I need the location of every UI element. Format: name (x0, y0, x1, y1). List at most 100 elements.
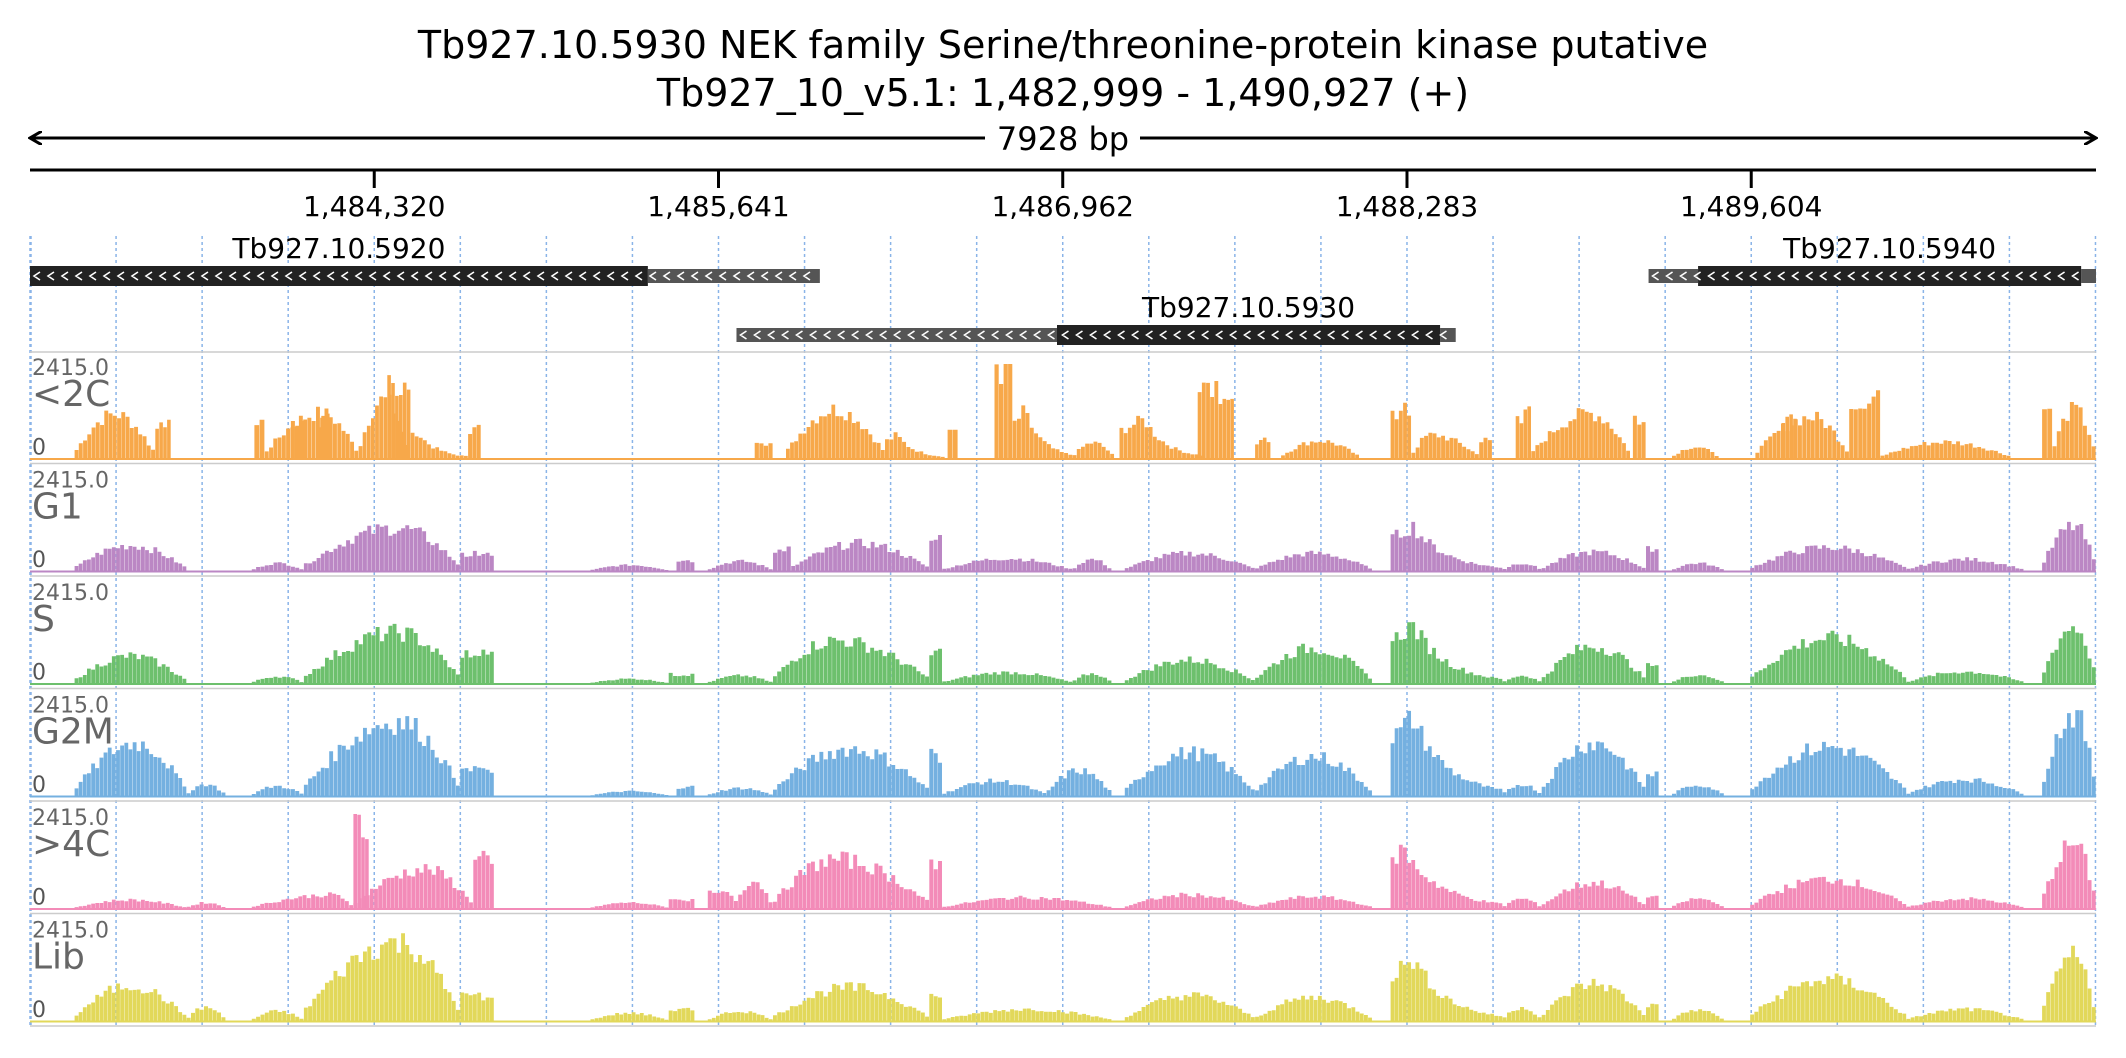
coverage-bars (303, 933, 460, 1021)
coverage-bars (1255, 643, 1372, 684)
coverage-bars (773, 636, 929, 684)
track-ymin-label: 0 (32, 998, 46, 1023)
coverage-bars (353, 814, 369, 909)
gene-cds (30, 266, 648, 286)
coverage-bars (303, 524, 460, 571)
gene-label: Tb927.10.5940 (1782, 232, 1996, 265)
coverage-bars (590, 902, 669, 909)
coverage-bars (353, 864, 473, 909)
coverage-bars (410, 432, 468, 459)
coverage-bars (1672, 1009, 1724, 1021)
gene-model[interactable]: Tb927.10.5940 (1648, 232, 2096, 286)
coverage-bars (1755, 411, 1849, 459)
coverage-bars (668, 899, 695, 909)
coverage-bars (387, 375, 411, 459)
coverage-bars (707, 559, 773, 571)
coverage-bars (1515, 406, 1531, 459)
gene-utr (1440, 328, 1456, 342)
coverage-bars (590, 1012, 669, 1021)
coverage-bars (303, 716, 460, 796)
coverage-bars (1502, 785, 1542, 796)
coverage-bars (786, 404, 885, 459)
coverage-bars (1750, 741, 1907, 796)
chart-title: Tb927.10.5930 NEK family Serine/threonin… (417, 23, 1708, 67)
coverage-track: 2415.0<2C 0 (30, 356, 2096, 465)
strand-chevrons (32, 271, 811, 281)
coverage-bars (1255, 995, 1372, 1021)
coverage-bars (1072, 558, 1112, 571)
coverage-bars (1672, 898, 1724, 909)
coverage-bars (942, 558, 1073, 571)
track-ymax-label: 2415.0 (32, 581, 109, 606)
gene-label: Tb927.10.5920 (231, 232, 445, 265)
gene-model[interactable]: Tb927.10.5920 (30, 232, 820, 286)
coverage-bars (1255, 550, 1372, 571)
coverage-bars (929, 748, 942, 796)
coverage-bars (1849, 390, 1881, 459)
coverage-bars (1072, 673, 1112, 684)
coverage-bars (1479, 437, 1492, 459)
coverage-bars (773, 851, 929, 909)
coverage-bars (186, 902, 226, 909)
coverage-track: 2415.0G1 0 (30, 469, 2096, 577)
coverage-bars (1390, 521, 1503, 571)
coverage-bars (1502, 675, 1542, 684)
coverage-bars (2042, 521, 2096, 571)
coverage-bars (186, 784, 226, 796)
coverage-bars (74, 545, 187, 571)
coverage-bars (1390, 960, 1503, 1021)
coverage-bars (1390, 402, 1412, 459)
coverage-bars (74, 741, 187, 796)
coverage-bars (668, 1007, 695, 1021)
coverage-bars (2052, 402, 2096, 459)
track-ymax-label: 2415.0 (32, 806, 109, 831)
track-name-label: G2M (32, 712, 114, 753)
coverage-bars (929, 535, 942, 571)
gene-track: Tb927.10.5920 Tb927.10.5930 Tb927.10.5940 (30, 232, 2096, 353)
coverage-bars (303, 623, 460, 684)
coverage-bars (590, 790, 669, 796)
strand-chevrons (1651, 271, 2080, 281)
coverage-bars (1124, 746, 1255, 796)
coverage-bars (1531, 408, 1630, 459)
coverage-bars (1119, 415, 1203, 459)
coverage-bars (1255, 895, 1372, 909)
coverage-bars (1072, 441, 1115, 459)
coverage-bars (2042, 408, 2053, 459)
coverage-bars (1750, 973, 1907, 1021)
coverage-bars (1046, 768, 1112, 796)
coverage-bars (885, 432, 945, 459)
coverage-track: 2415.0>4C 0 (30, 806, 2096, 915)
coverage-bars (1124, 992, 1255, 1021)
coverage-bars (1124, 656, 1255, 684)
coverage-bars (1502, 898, 1542, 909)
coverage-bars (773, 746, 929, 796)
coverage-bars (74, 652, 187, 684)
track-ymin-label: 0 (32, 773, 46, 798)
coverage-bars (929, 859, 942, 909)
coverage-bars (251, 892, 354, 909)
coverage-bars (1390, 844, 1503, 909)
coverage-bars (460, 766, 494, 796)
coverage-bars (1906, 671, 2024, 684)
coverage-bars (942, 895, 1112, 909)
coverage-bars (186, 1006, 226, 1021)
gene-model[interactable]: Tb927.10.5930 (736, 291, 1456, 345)
axis-ticks: 1,484,320 1,485,641 1,486,962 1,488,283 1,48… (303, 170, 1822, 223)
gene-utr (736, 328, 1058, 342)
coverage-bars (1281, 440, 1359, 459)
coverage-bars (791, 538, 929, 571)
coverage-bars (2042, 945, 2096, 1021)
coverage-bars (1124, 551, 1255, 571)
coverage-bars (1646, 546, 1659, 571)
track-ymin-label: 0 (32, 436, 46, 461)
track-ymin-label: 0 (32, 548, 46, 573)
coverage-bars (155, 419, 171, 459)
coverage-tracks: 2415.0<2C02415.0G102415.0S02415.0G2M0241… (30, 356, 2096, 1027)
coverage-bars (2042, 840, 2096, 909)
coverage-bars (460, 992, 494, 1021)
track-ymax-label: 2415.0 (32, 356, 109, 381)
gene-utr (1648, 269, 1699, 283)
